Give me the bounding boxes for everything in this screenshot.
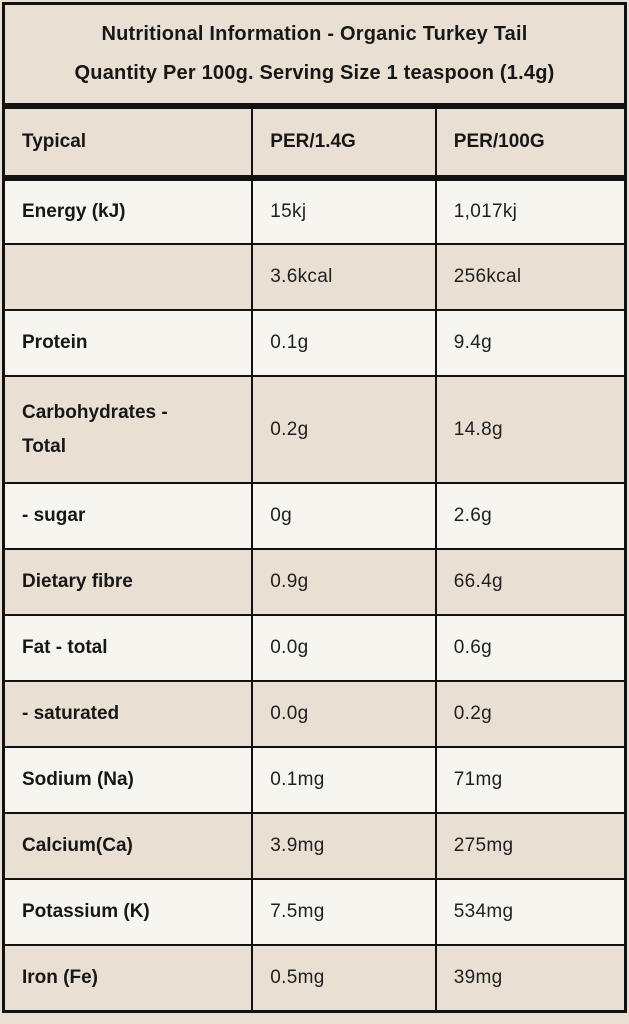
per-100g-cell: 14.8g	[434, 375, 627, 484]
nutrient-label-cell: Fat - total	[2, 614, 254, 682]
per-100g-cell: 66.4g	[434, 548, 627, 616]
col-header-per-100g: PER/100G	[434, 109, 627, 181]
per-serving-cell: 3.6kcal	[251, 243, 437, 311]
per-100g-cell: 39mg	[434, 944, 627, 1012]
row-energy-kcal: 3.6kcal 256kcal	[2, 243, 627, 311]
per-serving-cell: 0.1g	[251, 309, 437, 377]
nutrient-label-cell: Dietary fibre	[2, 548, 254, 616]
nutrient-label-cell: Calcium(Ca)	[2, 812, 254, 880]
label-subtitle: Quantity Per 100g. Serving Size 1 teaspo…	[74, 62, 555, 84]
per-100g-cell: 2.6g	[434, 482, 627, 550]
per-serving-cell: 7.5mg	[251, 878, 437, 946]
nutrient-label-cell: Iron (Fe)	[2, 944, 254, 1012]
per-100g-cell: 275mg	[434, 812, 627, 880]
nutrient-label-cell: Sodium (Na)	[2, 746, 254, 814]
label-title-block: Nutritional Information - Organic Turkey…	[2, 2, 627, 109]
per-serving-cell: 15kj	[251, 177, 437, 245]
row-fat-total: Fat - total 0.0g 0.6g	[2, 614, 627, 682]
row-potassium: Potassium (K) 7.5mg 534mg	[2, 878, 627, 946]
row-carbohydrates-total: Carbohydrates - Total 0.2g 14.8g	[2, 375, 627, 484]
row-dietary-fibre: Dietary fibre 0.9g 66.4g	[2, 548, 627, 616]
row-sugar: - sugar 0g 2.6g	[2, 482, 627, 550]
per-serving-cell: 0.0g	[251, 680, 437, 748]
row-energy-kj: Energy (kJ) 15kj 1,017kj	[2, 177, 627, 245]
per-serving-cell: 0.0g	[251, 614, 437, 682]
row-iron: Iron (Fe) 0.5mg 39mg	[2, 944, 627, 1012]
row-sodium: Sodium (Na) 0.1mg 71mg	[2, 746, 627, 814]
per-serving-cell: 0g	[251, 482, 437, 550]
nutrient-label-cell: Protein	[2, 309, 254, 377]
nutrient-label-cell: Energy (kJ)	[2, 177, 254, 245]
per-100g-cell: 256kcal	[434, 243, 627, 311]
per-100g-cell: 0.6g	[434, 614, 627, 682]
col-header-per-1-4g: PER/1.4G	[251, 109, 437, 181]
nutrient-label-cell	[2, 243, 254, 311]
nutrient-label-cell: - sugar	[2, 482, 254, 550]
table-header-row: Typical PER/1.4G PER/100G	[2, 109, 627, 181]
per-100g-cell: 1,017kj	[434, 177, 627, 245]
per-serving-cell: 0.1mg	[251, 746, 437, 814]
row-protein: Protein 0.1g 9.4g	[2, 309, 627, 377]
label-title: Nutritional Information - Organic Turkey…	[101, 23, 528, 45]
per-100g-cell: 71mg	[434, 746, 627, 814]
nutrient-label-cell: Carbohydrates - Total	[2, 375, 254, 484]
col-header-typical: Typical	[2, 109, 254, 181]
per-serving-cell: 0.5mg	[251, 944, 437, 1012]
per-serving-cell: 0.9g	[251, 548, 437, 616]
per-100g-cell: 534mg	[434, 878, 627, 946]
row-calcium: Calcium(Ca) 3.9mg 275mg	[2, 812, 627, 880]
per-100g-cell: 0.2g	[434, 680, 627, 748]
row-saturated: - saturated 0.0g 0.2g	[2, 680, 627, 748]
per-serving-cell: 3.9mg	[251, 812, 437, 880]
nutrition-table: Typical PER/1.4G PER/100G Energy (kJ) 15…	[2, 109, 627, 1013]
nutrient-label-cell: Potassium (K)	[2, 878, 254, 946]
nutrient-label-cell: - saturated	[2, 680, 254, 748]
per-100g-cell: 9.4g	[434, 309, 627, 377]
per-serving-cell: 0.2g	[251, 375, 437, 484]
